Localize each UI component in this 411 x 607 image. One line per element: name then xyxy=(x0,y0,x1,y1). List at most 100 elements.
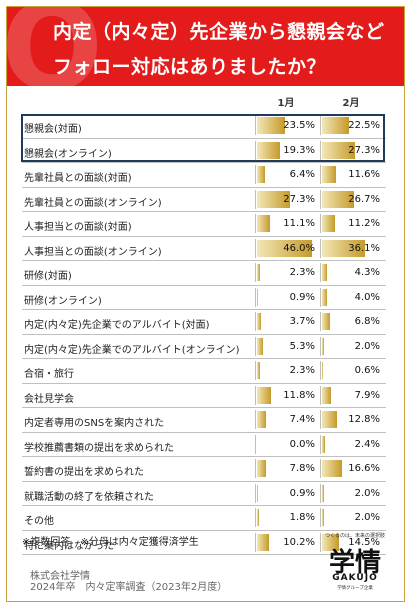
bar-feb xyxy=(322,190,355,208)
data-label: 10.2% xyxy=(283,536,315,548)
row-label: 内定(内々定)先企業でのアルバイト(対面) xyxy=(24,320,210,331)
data-label: 26.7% xyxy=(348,193,380,205)
bar-feb xyxy=(322,484,325,502)
bar-feb xyxy=(322,313,331,330)
data-label: 2.4% xyxy=(354,438,380,450)
table-row: 誓約書の提出を求められた 7.8% 16.6% xyxy=(22,457,386,482)
logo-english-text: GAKUJO xyxy=(332,573,378,583)
bar-feb xyxy=(322,411,338,428)
table-row: その他 1.8% 2.0% xyxy=(22,506,386,531)
row-label: 就職活動の終了を依頼された xyxy=(24,491,154,503)
source-survey: 2024年卒 内々定率調査（2023年2月度） xyxy=(30,582,228,593)
data-label: 0.9% xyxy=(289,487,315,499)
bar-feb xyxy=(322,166,336,183)
cell-feb: 26.7% xyxy=(320,189,383,209)
bar-feb xyxy=(322,141,355,159)
bar-jan xyxy=(257,460,267,477)
cell-jan: 6.4% xyxy=(255,165,318,184)
table-row: 人事担当との面談(オンライン) 46.0% 36.1% xyxy=(22,237,386,261)
bar-jan xyxy=(257,141,281,159)
row-label: 人事担当との面談(オンライン) xyxy=(24,246,162,258)
data-label: 12.8% xyxy=(348,414,380,425)
data-label: 7.4% xyxy=(289,414,315,425)
data-label: 2.3% xyxy=(289,267,315,278)
highlight-box-social xyxy=(21,114,385,162)
bar-jan xyxy=(257,215,271,232)
row-label: 懇親会(オンライン) xyxy=(24,148,112,160)
cell-feb: 2.0% xyxy=(320,483,383,503)
data-label: 11.2% xyxy=(348,218,380,229)
cell-jan: 0.9% xyxy=(255,483,318,503)
table-row: 特に案内はなかった 10.2% 14.5% xyxy=(22,531,386,555)
bar-jan xyxy=(257,386,272,404)
data-label: 2.0% xyxy=(354,512,380,523)
table-row: 懇親会(対面) 23.5% 22.5% xyxy=(22,114,386,139)
row-label: 先輩社員との面談(対面) xyxy=(24,173,132,184)
bar-feb xyxy=(322,288,327,306)
cell-jan: 7.4% xyxy=(255,410,318,429)
cell-jan: 7.8% xyxy=(255,459,318,478)
data-label: 46.0% xyxy=(283,242,315,254)
bar-jan xyxy=(257,190,290,208)
cell-feb: 22.5% xyxy=(320,116,383,135)
data-label: 27.3% xyxy=(348,144,380,156)
cell-feb: 2.4% xyxy=(320,434,383,454)
data-label: 7.8% xyxy=(289,463,315,474)
title-banner: Q 内定（内々定）先企業から懇親会など フォロー対応はありましたか？ xyxy=(7,7,404,86)
bar-feb xyxy=(322,386,332,404)
cell-feb: 12.8% xyxy=(320,410,383,429)
table-row: 懇親会(オンライン) 19.3% 27.3% xyxy=(22,139,386,163)
bar-jan xyxy=(257,166,265,183)
data-label: 11.6% xyxy=(348,169,380,180)
data-label: 1.8% xyxy=(289,512,315,523)
row-label: 研修(オンライン) xyxy=(24,295,102,307)
bar-feb xyxy=(322,509,325,526)
bar-feb xyxy=(322,117,349,134)
row-label: 研修(対面) xyxy=(24,271,72,282)
cell-feb: 16.6% xyxy=(320,459,383,478)
data-label: 27.3% xyxy=(283,193,315,205)
row-label: 先輩社員との面談(オンライン) xyxy=(24,197,162,209)
bar-jan xyxy=(257,337,264,355)
data-label: 0.6% xyxy=(354,365,380,376)
table-row: 先輩社員との面談(オンライン) 27.3% 26.7% xyxy=(22,188,386,212)
cell-feb: 0.6% xyxy=(320,361,383,380)
footnote: ※複数回答 ※分母は内々定獲得済学生 xyxy=(22,537,199,548)
logo-subtext: 学情グループ企業 xyxy=(337,586,373,591)
bar-jan xyxy=(257,484,259,502)
gakujo-logo: つくるのは、未来の選択肢 学情 GAKUJO 学情グループ企業 xyxy=(310,532,400,598)
bar-jan xyxy=(257,239,313,257)
cell-feb: 27.3% xyxy=(320,140,383,160)
cell-jan: 2.3% xyxy=(255,263,318,282)
bar-feb xyxy=(322,533,340,551)
data-label: 4.0% xyxy=(354,291,380,303)
row-label: 合宿・旅行 xyxy=(24,369,74,380)
cell-jan: 11.1% xyxy=(255,214,318,233)
row-label: 会社見学会 xyxy=(24,393,74,405)
data-label: 23.5% xyxy=(283,120,315,131)
table-row: 人事担当との面談(対面) 11.1% 11.2% xyxy=(22,212,386,237)
data-label: 0.0% xyxy=(289,438,315,450)
row-label: 誓約書の提出を求められた xyxy=(24,467,144,478)
data-label: 19.3% xyxy=(283,144,315,156)
cell-feb: 4.3% xyxy=(320,263,383,282)
table-row: 就職活動の終了を依頼された 0.9% 2.0% xyxy=(22,482,386,506)
bar-feb xyxy=(322,362,323,379)
cell-jan: 0.9% xyxy=(255,287,318,307)
bar-jan xyxy=(257,313,262,330)
row-label: その他 xyxy=(24,516,54,527)
source-company: 株式会社学情 xyxy=(30,571,90,582)
data-label: 6.8% xyxy=(354,316,380,327)
table-row: 研修(オンライン) 0.9% 4.0% xyxy=(22,286,386,310)
data-label: 0.9% xyxy=(289,291,315,303)
cell-jan: 10.2% xyxy=(255,532,318,552)
cell-jan: 27.3% xyxy=(255,189,318,209)
data-label: 2.0% xyxy=(354,340,380,352)
row-label: 人事担当との面談(対面) xyxy=(24,222,132,233)
bar-jan xyxy=(257,264,260,281)
column-header-jan: 1月 xyxy=(277,98,295,109)
bar-feb xyxy=(322,337,325,355)
bar-jan xyxy=(257,362,260,379)
data-label: 5.3% xyxy=(289,340,315,352)
cell-jan: 19.3% xyxy=(255,140,318,160)
